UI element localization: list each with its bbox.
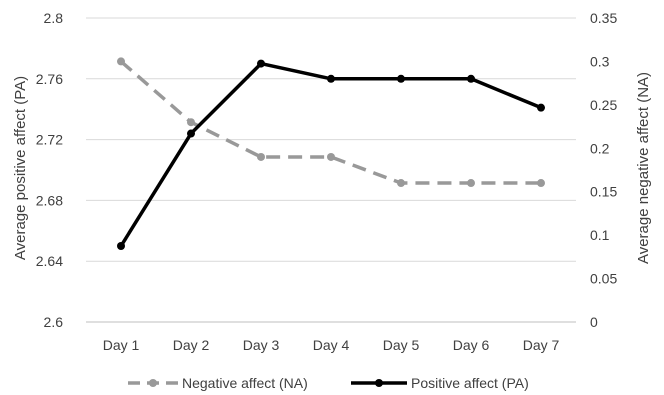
y-left-tick-label: 2.8: [44, 10, 64, 26]
y-right-tick-label: 0.2: [590, 140, 610, 156]
data-point-positive-affect: [187, 129, 195, 138]
x-tick-label: Day 6: [453, 337, 490, 353]
data-point-positive-affect: [467, 74, 475, 83]
legend-label-negative-affect: Negative affect (NA): [182, 375, 308, 391]
data-point-negative-affect: [327, 152, 335, 161]
y-right-tick-label: 0.15: [590, 184, 617, 200]
y-right-tick-label: 0.05: [590, 271, 617, 287]
y-left-tick-label: 2.68: [36, 192, 63, 208]
data-point-positive-affect: [327, 74, 335, 83]
x-tick-label: Day 3: [243, 337, 280, 353]
x-tick-label: Day 2: [173, 337, 210, 353]
data-point-negative-affect: [397, 179, 405, 188]
y-axis-left-title: Average positive affect (PA): [12, 76, 29, 260]
y-axis-right-title: Average negative affect (NA): [635, 72, 652, 264]
y-right-tick-label: 0.3: [590, 53, 610, 69]
x-tick-label: Day 5: [383, 337, 420, 353]
x-axis: Day 1 Day 2 Day 3 Day 4 Day 5 Day 6 Day 7: [103, 337, 560, 353]
y-left-tick-label: 2.72: [36, 132, 63, 148]
data-point-positive-affect: [537, 103, 545, 112]
y-left-tick-label: 2.6: [44, 314, 64, 330]
legend-marker-negative-affect: [149, 379, 157, 387]
data-point-negative-affect: [117, 57, 125, 66]
x-tick-label: Day 4: [313, 337, 350, 353]
data-point-negative-affect: [187, 118, 195, 127]
legend: Negative affect (NA) Positive affect (PA…: [128, 375, 529, 391]
data-point-positive-affect: [397, 74, 405, 83]
x-tick-label: Day 1: [103, 337, 140, 353]
legend-marker-positive-affect: [375, 379, 383, 387]
series-layer: [117, 57, 545, 250]
data-point-negative-affect: [537, 179, 545, 188]
data-point-negative-affect: [257, 152, 265, 161]
y-axis-right: Average negative affect (NA) 0 0.05 0.1 0.1…: [590, 10, 652, 330]
legend-label-positive-affect: Positive affect (PA): [411, 375, 529, 391]
x-tick-label: Day 7: [523, 337, 560, 353]
y-left-tick-label: 2.76: [36, 71, 63, 87]
data-point-negative-affect: [467, 179, 475, 188]
gridlines: [86, 17, 576, 323]
y-right-tick-label: 0.25: [590, 97, 617, 113]
data-point-positive-affect: [117, 242, 125, 250]
y-left-tick-label: 2.64: [36, 253, 63, 269]
data-point-positive-affect: [257, 59, 265, 68]
y-right-tick-label: 0: [590, 314, 598, 330]
y-axis-left: Average positive affect (PA) 2.6 2.64 2.68…: [12, 10, 63, 330]
y-right-tick-label: 0.35: [590, 10, 617, 26]
y-right-tick-label: 0.1: [590, 227, 610, 243]
